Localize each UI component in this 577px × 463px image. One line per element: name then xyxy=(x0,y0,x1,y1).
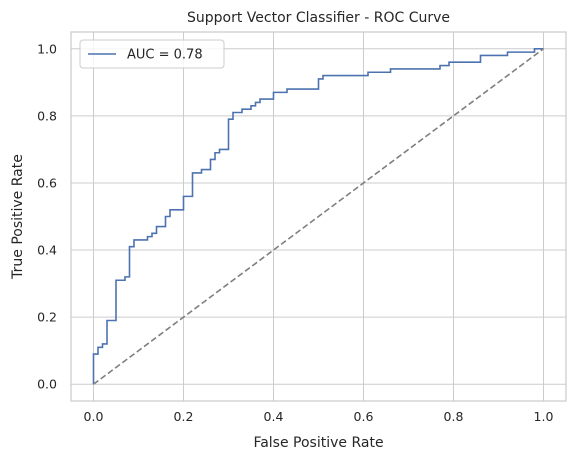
x-tick-label: 0.0 xyxy=(84,409,104,424)
y-tick-label: 0.2 xyxy=(37,310,57,325)
x-tick-label: 1.0 xyxy=(534,409,554,424)
chart-title: Support Vector Classifier - ROC Curve xyxy=(187,10,450,26)
y-tick-labels: 0.0 0.2 0.4 0.6 0.8 1.0 xyxy=(37,41,57,391)
y-axis-label: True Positive Rate xyxy=(10,154,26,280)
y-tick-label: 0.8 xyxy=(37,108,57,123)
x-tick-labels: 0.0 0.2 0.4 0.6 0.8 1.0 xyxy=(84,409,554,424)
legend-label-auc: AUC = 0.78 xyxy=(127,48,203,63)
x-tick-label: 0.6 xyxy=(354,409,374,424)
chance-diagonal-line xyxy=(93,48,544,385)
grid xyxy=(71,32,566,401)
legend: AUC = 0.78 xyxy=(79,39,225,69)
x-axis-label: False Positive Rate xyxy=(253,435,383,451)
x-tick-label: 0.8 xyxy=(444,409,464,424)
roc-curve-line xyxy=(92,47,544,385)
x-tick-label: 0.2 xyxy=(174,409,194,424)
y-tick-label: 1.0 xyxy=(37,41,57,56)
plot-frame xyxy=(70,31,567,402)
x-tick-label: 0.4 xyxy=(264,409,284,424)
y-tick-label: 0.0 xyxy=(37,377,57,392)
y-tick-label: 0.6 xyxy=(37,175,57,190)
series-layer xyxy=(92,47,544,385)
legend-box xyxy=(79,39,225,69)
y-tick-label: 0.4 xyxy=(37,243,57,258)
